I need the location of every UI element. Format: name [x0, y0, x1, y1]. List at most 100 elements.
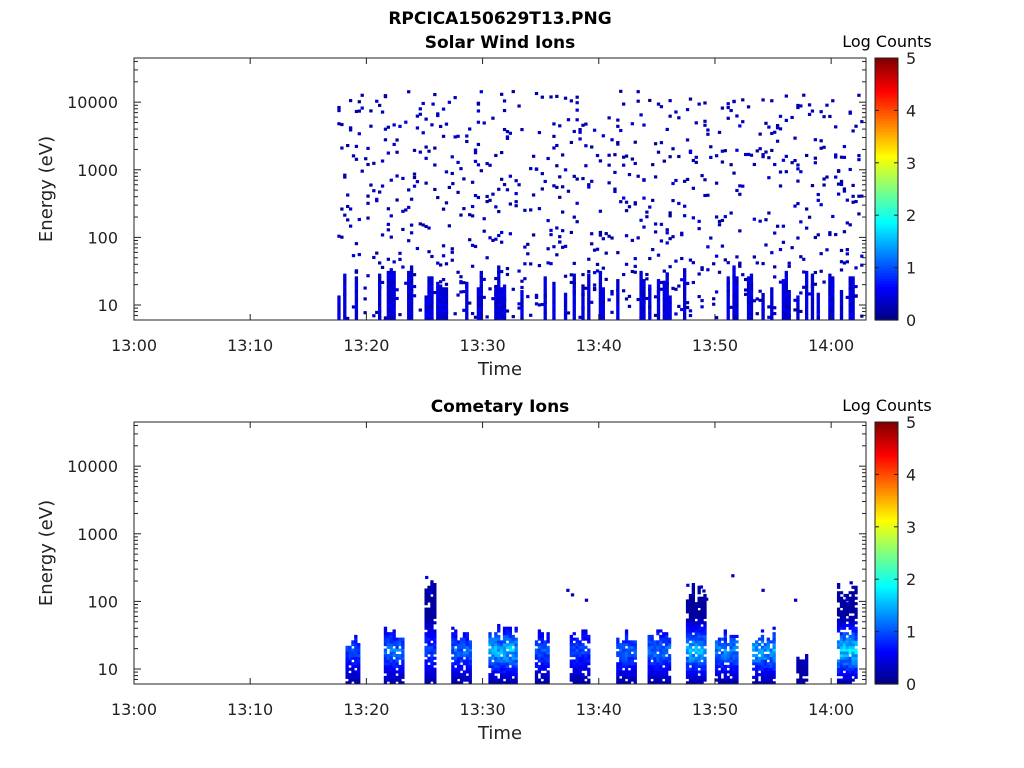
colorbar-segment [875, 283, 898, 287]
heatmap-cell [427, 149, 431, 153]
heatmap-cell [761, 292, 765, 297]
heatmap-cell [664, 659, 669, 663]
heatmap-cell [650, 673, 654, 677]
heatmap-cell [433, 675, 437, 679]
heatmap-cell [354, 276, 359, 280]
heatmap-cell [760, 629, 765, 633]
heatmap-cell [497, 637, 501, 641]
heatmap-cell [401, 637, 405, 641]
heatmap-cell [712, 262, 716, 266]
heatmap-cell [598, 270, 603, 274]
colorbar-segment [875, 126, 898, 130]
heatmap-cell [520, 306, 524, 310]
heatmap-cell [723, 681, 727, 685]
heatmap-cell [430, 254, 434, 259]
heatmap-cell [407, 314, 411, 318]
heatmap-cell [633, 257, 637, 261]
heatmap-cell [459, 280, 463, 284]
colorbar-segment [875, 513, 898, 517]
heatmap-cell [819, 252, 823, 256]
heatmap-cell [386, 653, 391, 658]
heatmap-cell [543, 295, 547, 299]
heatmap-cell [735, 114, 739, 118]
heatmap-cell [598, 314, 603, 318]
heatmap-cell [729, 648, 733, 652]
heatmap-cell [703, 602, 707, 606]
heatmap-cell [378, 284, 382, 288]
heatmap-cell [581, 300, 585, 305]
heatmap-cell [831, 314, 835, 318]
heatmap-cell [546, 656, 550, 660]
heatmap-cell [409, 298, 414, 302]
heatmap-cell [424, 640, 428, 644]
heatmap-cell [656, 659, 660, 663]
colorbar-tick-label: 3 [906, 154, 916, 173]
heatmap-cell [345, 664, 349, 669]
heatmap-cell [664, 632, 669, 636]
heatmap-cell [639, 295, 643, 299]
heatmap-cell [848, 306, 852, 310]
colorbar-segment [875, 479, 898, 483]
heatmap-cell [444, 314, 449, 318]
heatmap-cell [505, 626, 510, 630]
heatmap-cell [720, 653, 725, 658]
heatmap-cell [851, 602, 855, 606]
heatmap-cell [488, 643, 492, 647]
heatmap-cell [775, 224, 780, 228]
heatmap-cell [468, 667, 472, 671]
heatmap-cell [395, 670, 399, 674]
heatmap-cell [805, 207, 809, 211]
heatmap-cell [369, 109, 373, 113]
heatmap-cell [761, 588, 765, 592]
heatmap-cell [760, 681, 765, 685]
heatmap-cell [337, 298, 341, 302]
heatmap-cell [598, 159, 603, 163]
heatmap-cell [796, 667, 800, 671]
heatmap-cell [534, 662, 539, 666]
colorbar-segment [875, 636, 898, 641]
heatmap-cell [851, 667, 855, 671]
heatmap-cell [650, 667, 654, 671]
heatmap-cell [648, 300, 652, 305]
heatmap-cell [697, 651, 701, 655]
heatmap-cell [479, 314, 483, 318]
heatmap-cell [622, 653, 626, 658]
heatmap-cell [462, 678, 467, 682]
heatmap-cell [389, 648, 393, 652]
heatmap-cell [500, 230, 504, 235]
colorbar-segment [875, 257, 898, 261]
heatmap-cell [773, 130, 777, 134]
heatmap-cell [439, 263, 443, 267]
heatmap-cell [683, 295, 687, 299]
heatmap-cell [622, 196, 626, 200]
heatmap-cell [622, 681, 626, 685]
heatmap-cell [601, 292, 605, 296]
heatmap-cell [700, 678, 704, 682]
heatmap-cell [622, 155, 626, 159]
heatmap-cell [848, 656, 852, 660]
heatmap-cell [578, 659, 582, 663]
colorbar-segment [875, 225, 898, 229]
heatmap-cell [664, 651, 669, 655]
heatmap-cell [502, 643, 507, 647]
colorbar-segment [875, 545, 898, 549]
heatmap-cell [842, 662, 847, 666]
heatmap-cell [668, 298, 672, 302]
heatmap-cell [505, 632, 510, 636]
heatmap-cell [664, 640, 669, 644]
colorbar-segment [875, 566, 898, 570]
heatmap-cell [433, 629, 437, 633]
heatmap-cell [714, 290, 719, 294]
heatmap-cell [386, 664, 391, 669]
heatmap-cell [427, 643, 431, 647]
heatmap-cell [697, 640, 701, 644]
heatmap-cell [354, 289, 359, 294]
heatmap-cell [424, 667, 428, 671]
heatmap-cell [700, 675, 704, 679]
colorbar-segment [875, 610, 898, 614]
heatmap-cell [851, 276, 855, 280]
heatmap-cell [645, 272, 649, 277]
heatmap-cell [479, 276, 483, 280]
heatmap-cell [383, 659, 388, 663]
heatmap-cell [401, 662, 405, 666]
